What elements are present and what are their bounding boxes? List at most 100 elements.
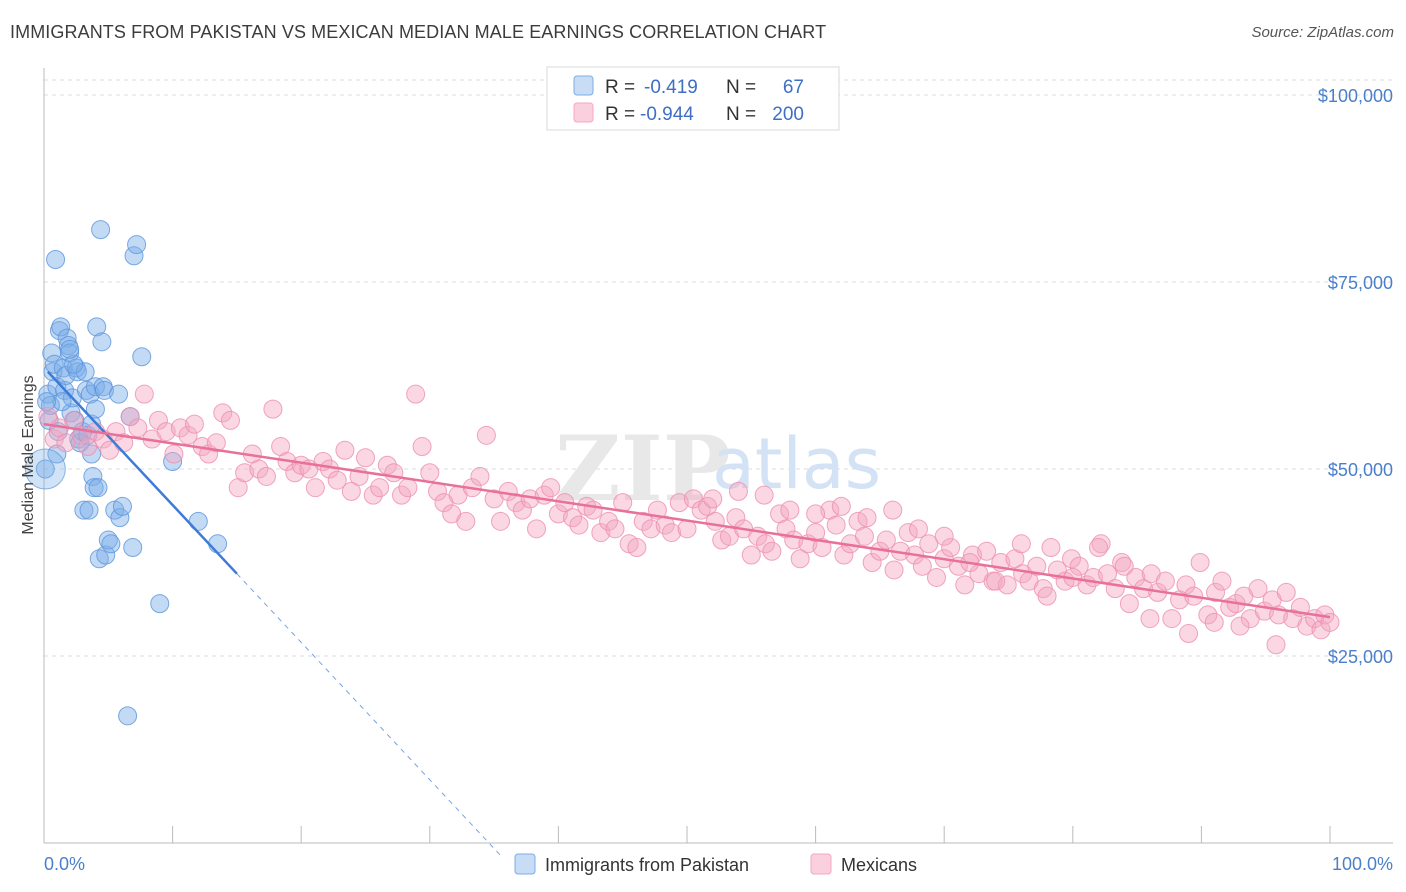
mexican-point-84 xyxy=(633,511,653,531)
bottom-legend: Immigrants from Pakistan Mexicans xyxy=(514,853,917,875)
pakistan-point-14 xyxy=(56,365,76,385)
mexican-point-69 xyxy=(527,519,547,539)
mexican-point-139 xyxy=(1027,556,1047,576)
y-tick-label-3: $100,000 xyxy=(1318,86,1393,106)
mexican-point-125 xyxy=(926,567,946,587)
mexican-point-150 xyxy=(1105,579,1125,599)
pakistan-point-large xyxy=(24,448,66,490)
mexican-point-184 xyxy=(1204,612,1224,632)
stats-n-value-2: 200 xyxy=(772,104,804,125)
stats-n-label-2: N = xyxy=(726,104,756,125)
pakistan-point-62 xyxy=(37,392,57,412)
mexican-point-181 xyxy=(1320,612,1340,632)
mexican-point-49 xyxy=(384,463,404,483)
mexican-point-127 xyxy=(941,538,961,558)
mexican-point-199 xyxy=(806,504,826,524)
watermark: ZIP atlas xyxy=(555,416,881,522)
mexican-point-50 xyxy=(392,485,412,505)
pakistan-point-30 xyxy=(79,500,99,520)
legend-label-mexicans: Mexicans xyxy=(841,855,917,875)
pakistan-point-54 xyxy=(127,235,147,255)
trend-lines xyxy=(43,370,1331,856)
pakistan-point-61 xyxy=(64,354,84,374)
mexican-point-85 xyxy=(641,519,661,539)
mexican-point-201 xyxy=(754,485,774,505)
legend-swatch-mexicans xyxy=(810,853,832,875)
y-tick-labels: $25,000 $50,000 $75,000 $100,000 xyxy=(1318,86,1393,667)
mexican-point-42 xyxy=(335,440,355,460)
mexican-point-1 xyxy=(44,429,64,449)
mexican-point-148 xyxy=(1091,534,1111,554)
mexican-point-17 xyxy=(156,422,176,442)
stats-legend-box xyxy=(546,66,840,131)
mexican-point-111 xyxy=(826,515,846,535)
pakistan-point-58 xyxy=(188,511,208,531)
pakistan-point-27 xyxy=(75,362,95,382)
mexican-point-132 xyxy=(977,541,997,561)
mexican-point-54 xyxy=(420,463,440,483)
y-tick-label-2: $75,000 xyxy=(1328,273,1393,293)
mexican-point-124 xyxy=(919,534,939,554)
x-tick-label-start: 0.0% xyxy=(44,854,85,874)
mexican-point-35 xyxy=(285,463,305,483)
pakistan-point-66 xyxy=(60,339,80,359)
series-pakistan-points xyxy=(24,220,228,726)
pakistan-trend-extension xyxy=(236,573,501,856)
mexican-point-25 xyxy=(213,403,233,423)
mexican-point-162 xyxy=(1190,552,1210,572)
pakistan-point-60 xyxy=(52,392,72,412)
mexican-point-121 xyxy=(898,523,918,543)
pakistan-point-52 xyxy=(123,538,143,558)
mexican-point-115 xyxy=(854,526,874,546)
mexican-point-194 xyxy=(934,526,954,546)
pakistan-point-38 xyxy=(89,549,109,569)
mexican-trend-line xyxy=(43,422,1331,619)
mexican-point-19 xyxy=(170,418,190,438)
mexican-point-192 xyxy=(986,571,1006,591)
stats-legend-swatch-pink xyxy=(573,102,594,123)
mexican-point-67 xyxy=(512,500,532,520)
mexican-point-3 xyxy=(56,433,76,453)
mexican-point-195 xyxy=(908,519,928,539)
mexican-point-163 xyxy=(1198,605,1218,625)
mexican-point-6 xyxy=(78,437,98,457)
mexican-point-145 xyxy=(1069,556,1089,576)
stats-legend: R = -0.419 N = 67 R = -0.944 N = 200 xyxy=(546,66,840,131)
pakistan-point-44 xyxy=(98,530,118,550)
mexican-point-153 xyxy=(1126,567,1146,587)
mexican-point-12 xyxy=(120,407,140,427)
mexican-point-165 xyxy=(1212,571,1232,591)
mexican-point-75 xyxy=(569,515,589,535)
mexican-point-94 xyxy=(705,511,725,531)
pakistan-point-59 xyxy=(208,534,228,554)
pakistan-point-7 xyxy=(46,250,66,270)
pakistan-trend-line xyxy=(46,370,238,575)
mexican-point-183 xyxy=(1230,616,1250,636)
mexican-point-174 xyxy=(1276,582,1296,602)
stats-n-label-1: N = xyxy=(726,77,756,98)
mexican-point-164 xyxy=(1206,582,1226,602)
mexican-point-191 xyxy=(1011,534,1031,554)
mexican-point-24 xyxy=(206,433,226,453)
pakistan-point-50 xyxy=(118,706,138,726)
mexican-point-197 xyxy=(857,508,877,528)
mexican-point-18 xyxy=(164,444,184,464)
pakistan-point-53 xyxy=(124,246,144,266)
pakistan-point-65 xyxy=(85,399,105,419)
stats-n-value-1: 67 xyxy=(783,77,804,98)
pakistan-point-48 xyxy=(110,508,130,528)
mexican-point-26 xyxy=(220,410,240,430)
pakistan-point-26 xyxy=(74,500,94,520)
mexican-point-185 xyxy=(1179,624,1199,644)
mexican-point-77 xyxy=(583,500,603,520)
stats-r-value-2: -0.944 xyxy=(640,104,694,125)
mexican-point-43 xyxy=(341,481,361,501)
pakistan-point-55 xyxy=(132,347,152,367)
mexican-point-182 xyxy=(1266,635,1286,655)
mexican-point-61 xyxy=(470,466,490,486)
mexican-point-51 xyxy=(398,478,418,498)
mexican-point-47 xyxy=(370,478,390,498)
axes xyxy=(43,68,1393,844)
mexican-point-203 xyxy=(703,489,723,509)
mexican-point-78 xyxy=(591,523,611,543)
